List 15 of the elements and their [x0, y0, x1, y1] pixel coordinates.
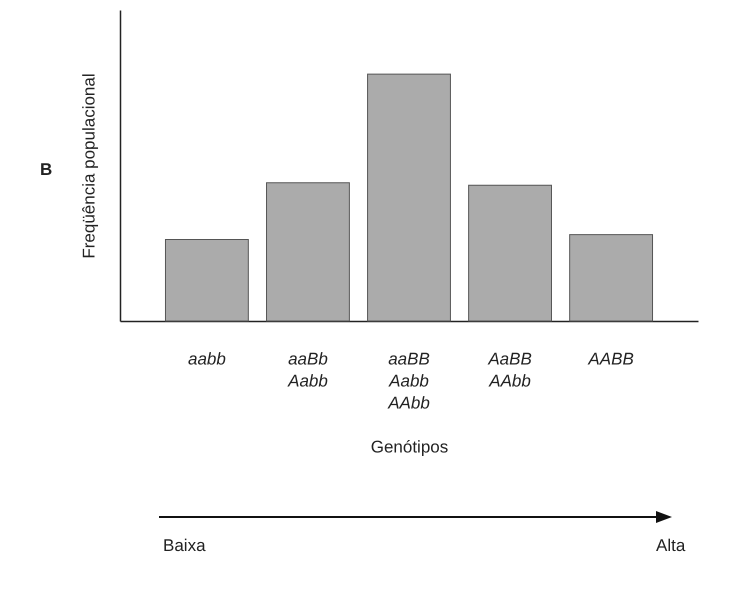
- text: Alta: [656, 536, 686, 556]
- bar: [569, 234, 654, 322]
- text: B: [40, 160, 52, 180]
- x-tick-label: aaBb Aabb: [287, 350, 328, 390]
- text: Baixa: [163, 536, 206, 556]
- bar: [266, 182, 350, 322]
- bar: [164, 239, 249, 322]
- bar: [468, 184, 552, 322]
- x-tick-label: aaBB Aabb AAbb: [387, 350, 430, 412]
- x-tick-label: AABB: [587, 350, 634, 368]
- x-tick-label: aabb: [188, 350, 226, 368]
- bar: [367, 74, 451, 322]
- x-tick-label: AaBB AAbb: [487, 350, 532, 390]
- x-axis-title: Genótipos: [370, 438, 448, 456]
- y-axis-title: Freqüência populacional: [80, 73, 98, 259]
